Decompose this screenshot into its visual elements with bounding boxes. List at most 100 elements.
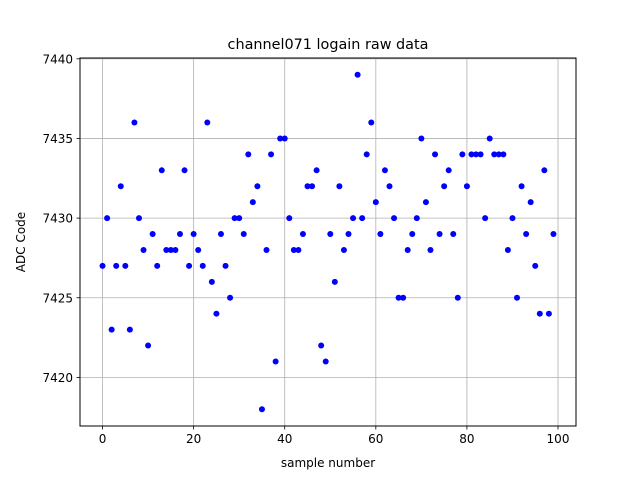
data-point <box>290 246 297 253</box>
data-point <box>336 183 343 190</box>
data-point <box>340 246 347 253</box>
data-point <box>418 135 425 142</box>
data-point <box>518 183 525 190</box>
data-point <box>313 167 320 174</box>
data-point <box>135 215 142 222</box>
y-tick-label: 7420 <box>42 371 73 385</box>
data-point <box>386 183 393 190</box>
y-tick-label: 7435 <box>42 132 73 146</box>
data-point <box>163 246 170 253</box>
data-point <box>249 199 256 206</box>
data-point <box>404 246 411 253</box>
data-point <box>117 183 124 190</box>
data-point <box>459 151 466 158</box>
data-point <box>322 358 329 365</box>
data-point <box>195 246 202 253</box>
y-axis-ticks: 7420 7425 7430 7435 7440 <box>42 52 80 385</box>
data-point <box>126 326 133 333</box>
data-point <box>413 215 420 222</box>
data-point <box>363 151 370 158</box>
data-point <box>500 151 507 158</box>
data-point <box>345 231 352 238</box>
data-point <box>286 215 293 222</box>
data-point <box>236 215 243 222</box>
grid-lines <box>80 58 576 426</box>
data-points <box>99 71 557 413</box>
data-point <box>277 135 284 142</box>
data-point <box>545 310 552 317</box>
data-point <box>113 262 120 269</box>
data-point <box>131 119 138 126</box>
data-point <box>204 119 211 126</box>
data-point <box>99 262 106 269</box>
data-point <box>304 183 311 190</box>
data-point <box>186 262 193 269</box>
data-point <box>281 135 288 142</box>
data-point <box>359 215 366 222</box>
data-point <box>208 278 215 285</box>
data-point <box>368 119 375 126</box>
data-point <box>486 135 493 142</box>
data-point <box>149 231 156 238</box>
data-point <box>350 215 357 222</box>
data-point <box>222 262 229 269</box>
data-point <box>299 231 306 238</box>
x-axis-label: sample number <box>281 456 375 470</box>
data-point <box>377 231 384 238</box>
data-point <box>176 231 183 238</box>
data-point <box>372 199 379 206</box>
data-point <box>122 262 129 269</box>
data-point <box>158 167 165 174</box>
data-point <box>523 231 530 238</box>
data-point <box>391 215 398 222</box>
data-point <box>441 183 448 190</box>
x-tick-label: 100 <box>547 432 570 446</box>
data-point <box>181 167 188 174</box>
data-point <box>477 151 484 158</box>
data-point <box>482 215 489 222</box>
data-point <box>527 199 534 206</box>
data-point <box>409 231 416 238</box>
data-point <box>145 342 152 349</box>
data-point <box>541 167 548 174</box>
data-point <box>217 231 224 238</box>
data-point <box>327 231 334 238</box>
data-point <box>514 294 521 301</box>
data-point <box>550 231 557 238</box>
data-point <box>445 167 452 174</box>
data-point <box>473 151 480 158</box>
x-tick-label: 60 <box>368 432 383 446</box>
data-point <box>245 151 252 158</box>
data-point <box>432 151 439 158</box>
data-point <box>258 406 265 413</box>
chart-title: channel071 logain raw data <box>228 37 429 53</box>
data-point <box>436 231 443 238</box>
data-point <box>400 294 407 301</box>
data-point <box>295 246 302 253</box>
data-point <box>395 294 402 301</box>
data-point <box>454 294 461 301</box>
x-tick-label: 0 <box>99 432 107 446</box>
data-point <box>536 310 543 317</box>
data-point <box>354 71 361 78</box>
data-point <box>309 183 316 190</box>
data-point <box>509 215 516 222</box>
data-point <box>331 278 338 285</box>
data-point <box>154 262 161 269</box>
data-point <box>463 183 470 190</box>
data-point <box>532 262 539 269</box>
x-tick-label: 20 <box>186 432 201 446</box>
y-tick-label: 7430 <box>42 212 73 226</box>
x-tick-label: 80 <box>459 432 474 446</box>
data-point <box>199 262 206 269</box>
data-point <box>213 310 220 317</box>
data-point <box>381 167 388 174</box>
data-point <box>263 246 270 253</box>
data-point <box>468 151 475 158</box>
y-tick-label: 7425 <box>42 291 73 305</box>
plot-frame <box>79 57 577 427</box>
data-point <box>491 151 498 158</box>
data-point <box>104 215 111 222</box>
data-point <box>495 151 502 158</box>
